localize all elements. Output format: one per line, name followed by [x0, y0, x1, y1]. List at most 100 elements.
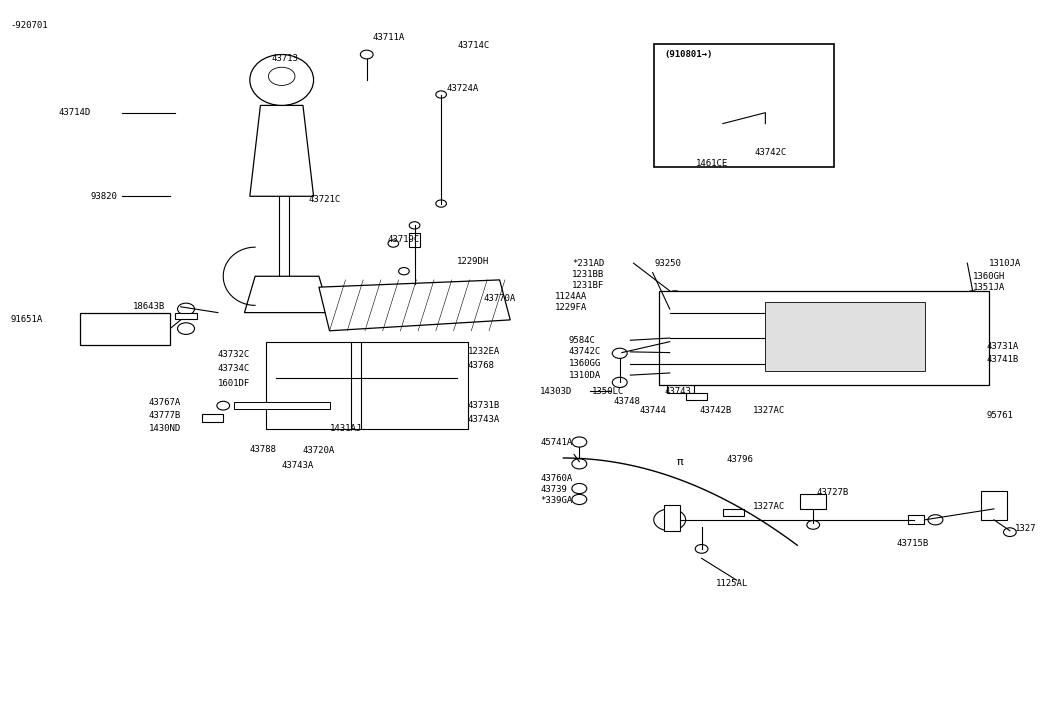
- Bar: [800, 494, 827, 509]
- Bar: [654, 44, 834, 167]
- Circle shape: [861, 307, 867, 311]
- Circle shape: [810, 343, 816, 348]
- Text: 43724A: 43724A: [446, 84, 478, 93]
- Text: 95761: 95761: [986, 411, 1013, 420]
- Text: 43744: 43744: [640, 406, 667, 415]
- Text: 93250: 93250: [655, 259, 681, 268]
- Text: 43788: 43788: [250, 445, 276, 454]
- Bar: [981, 491, 1008, 520]
- Circle shape: [848, 343, 855, 348]
- Circle shape: [836, 361, 842, 366]
- Circle shape: [898, 307, 905, 311]
- Text: 91651A: 91651A: [11, 316, 43, 324]
- Circle shape: [861, 325, 867, 329]
- Text: 1431AJ: 1431AJ: [330, 425, 361, 433]
- Text: 43770A: 43770A: [484, 294, 516, 302]
- Circle shape: [898, 343, 905, 348]
- Text: 43713: 43713: [271, 54, 298, 63]
- Circle shape: [874, 325, 880, 329]
- Text: 1231BB: 1231BB: [572, 270, 604, 279]
- Text: 43742C: 43742C: [755, 148, 787, 157]
- Text: 1360GG: 1360GG: [569, 359, 601, 368]
- Circle shape: [836, 325, 842, 329]
- Polygon shape: [319, 280, 510, 331]
- Circle shape: [874, 334, 880, 339]
- Circle shape: [911, 361, 917, 366]
- Text: 43743: 43743: [664, 387, 691, 395]
- Bar: [686, 393, 707, 400]
- Text: *231AD: *231AD: [572, 259, 604, 268]
- Circle shape: [810, 325, 816, 329]
- Bar: [202, 414, 223, 422]
- Text: 1601DF: 1601DF: [218, 379, 250, 387]
- Circle shape: [810, 307, 816, 311]
- Circle shape: [861, 361, 867, 366]
- Bar: [909, 515, 925, 524]
- Bar: [409, 233, 420, 247]
- Text: -920701: -920701: [11, 21, 48, 30]
- Text: 43768: 43768: [468, 361, 494, 370]
- Circle shape: [898, 316, 905, 320]
- Text: 45741A: 45741A: [540, 438, 572, 446]
- Text: 43796: 43796: [726, 455, 753, 464]
- Circle shape: [836, 343, 842, 348]
- Circle shape: [911, 325, 917, 329]
- Text: 1461CE: 1461CE: [696, 159, 728, 168]
- Text: 1327AC: 1327AC: [753, 406, 784, 415]
- Circle shape: [848, 316, 855, 320]
- Text: 1124AA: 1124AA: [555, 292, 587, 301]
- Circle shape: [848, 361, 855, 366]
- Circle shape: [773, 334, 779, 339]
- Text: 43777B: 43777B: [149, 411, 181, 420]
- Circle shape: [885, 353, 892, 357]
- Polygon shape: [664, 505, 680, 531]
- Circle shape: [911, 353, 917, 357]
- Bar: [294, 355, 310, 362]
- Circle shape: [874, 353, 880, 357]
- Text: 1229FA: 1229FA: [555, 303, 587, 312]
- Circle shape: [786, 361, 792, 366]
- Text: 43714C: 43714C: [457, 41, 489, 49]
- Text: 43711A: 43711A: [372, 33, 404, 42]
- Text: 43721C: 43721C: [308, 196, 340, 204]
- Text: 1229DH: 1229DH: [457, 257, 489, 266]
- Circle shape: [823, 334, 829, 339]
- Circle shape: [810, 353, 816, 357]
- Circle shape: [848, 307, 855, 311]
- Circle shape: [798, 361, 805, 366]
- Text: 9584C: 9584C: [569, 336, 595, 345]
- Circle shape: [911, 307, 917, 311]
- Circle shape: [823, 307, 829, 311]
- Circle shape: [885, 334, 892, 339]
- Circle shape: [836, 353, 842, 357]
- Circle shape: [911, 334, 917, 339]
- Text: 1310JA: 1310JA: [989, 259, 1020, 268]
- Ellipse shape: [250, 55, 314, 105]
- Text: 93820: 93820: [90, 192, 117, 201]
- Text: 43734C: 43734C: [218, 364, 250, 373]
- Text: 43727B: 43727B: [816, 488, 848, 497]
- Circle shape: [823, 353, 829, 357]
- Text: 1350LC: 1350LC: [592, 387, 624, 395]
- Circle shape: [798, 334, 805, 339]
- Circle shape: [810, 361, 816, 366]
- Circle shape: [798, 316, 805, 320]
- Circle shape: [773, 325, 779, 329]
- Text: 43714D: 43714D: [58, 108, 90, 117]
- Text: 43743A: 43743A: [282, 461, 314, 470]
- Circle shape: [836, 307, 842, 311]
- Text: 1430ND: 1430ND: [149, 425, 181, 433]
- Polygon shape: [234, 402, 330, 409]
- Bar: [383, 404, 425, 410]
- Bar: [175, 313, 197, 319]
- Bar: [80, 313, 170, 345]
- Circle shape: [823, 361, 829, 366]
- Text: π: π: [677, 457, 684, 467]
- Circle shape: [885, 316, 892, 320]
- Polygon shape: [765, 302, 925, 371]
- Text: 43741B: 43741B: [986, 355, 1018, 364]
- Circle shape: [848, 334, 855, 339]
- Text: 43739: 43739: [540, 485, 567, 494]
- Circle shape: [798, 325, 805, 329]
- Bar: [715, 125, 742, 137]
